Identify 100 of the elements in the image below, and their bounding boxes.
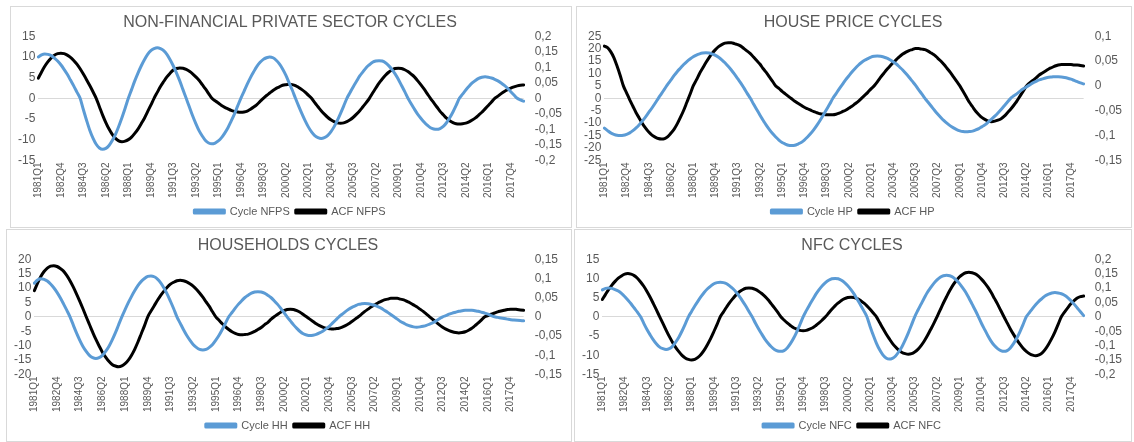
- x-tick-label: 1984Q3: [642, 161, 654, 199]
- x-tick-label: 1986Q2: [663, 375, 675, 413]
- x-tick-label: 2005Q3: [909, 161, 921, 199]
- x-tick-label: 2014Q2: [1020, 375, 1032, 413]
- y-tick-label: 20: [17, 251, 32, 266]
- y2-tick-label: -0,05: [1094, 323, 1123, 338]
- x-tick-label: 1986Q2: [99, 161, 111, 199]
- x-tick-label: 2014Q2: [459, 161, 471, 199]
- y-tick-label: -5: [588, 328, 600, 343]
- y-tick-label: 5: [24, 294, 32, 309]
- x-tick-label: 2002Q1: [300, 375, 312, 413]
- y2-tick-label: -0,2: [1094, 366, 1116, 381]
- x-tick-label: 2003Q4: [322, 375, 334, 413]
- y2-tick-label: -0,05: [534, 106, 563, 121]
- x-tick-label: 2007Q2: [369, 161, 381, 199]
- chart-title: NON-FINANCIAL PRIVATE SECTOR CYCLES: [123, 13, 457, 31]
- x-tick-label: 2012Q3: [997, 375, 1009, 413]
- y2-tick-label: 0,15: [1094, 265, 1119, 280]
- x-tick-label: 2009Q1: [392, 161, 404, 199]
- x-tick-label: 2002Q1: [863, 375, 875, 413]
- y2-tick-label: -0,05: [1094, 103, 1123, 118]
- x-tick-label: 2009Q1: [953, 161, 965, 199]
- x-tick-label: 2012Q3: [437, 161, 449, 199]
- x-tick-label: 1995Q1: [775, 161, 787, 199]
- y2-tick-label: 0,1: [1094, 280, 1112, 295]
- y-tick-label: 10: [585, 270, 600, 285]
- y2-tick-label: -0,15: [534, 137, 563, 152]
- x-tick-label: 2003Q4: [324, 161, 336, 199]
- x-tick-label: 1996Q4: [798, 161, 810, 199]
- line-series: [32, 264, 526, 369]
- x-tick-label: 1991Q3: [164, 375, 176, 413]
- x-tick-label: 1988Q1: [122, 161, 134, 199]
- y-tick-label: -10: [14, 337, 32, 352]
- y2-tick-label: 0,15: [534, 44, 559, 59]
- y-tick-label: 20: [587, 40, 602, 55]
- y-tick-label: -10: [18, 132, 36, 147]
- x-tick-label: 1986Q2: [96, 375, 108, 413]
- y2-tick-label: 0,05: [1094, 53, 1119, 68]
- y2-tick-label: 0,05: [534, 289, 559, 304]
- x-tick-label: 2000Q2: [841, 375, 853, 413]
- legend-label: ACF HH: [329, 418, 371, 431]
- y2-tick-label: 0: [534, 309, 542, 324]
- legend-label: ACF NFC: [893, 418, 941, 431]
- y2-tick-label: 0: [1094, 78, 1102, 93]
- x-tick-label: 1993Q2: [752, 375, 764, 413]
- y-tick-label: 5: [594, 78, 602, 93]
- y-tick-label: 5: [592, 289, 600, 304]
- y-tick-label: 10: [21, 49, 36, 64]
- y2-tick-label: 0,05: [1094, 294, 1119, 309]
- line-series: [32, 274, 526, 361]
- chart-title: HOUSEHOLDS CYCLES: [197, 236, 379, 254]
- x-tick-label: 1998Q3: [254, 375, 266, 413]
- x-tick-label: 2000Q2: [277, 375, 289, 413]
- chart-title: HOUSE PRICE CYCLES: [763, 13, 943, 31]
- y2-tick-label: 0,05: [534, 75, 559, 90]
- x-tick-label: 2002Q1: [864, 161, 876, 199]
- x-tick-label: 2010Q4: [975, 375, 987, 413]
- x-tick-label: 2007Q2: [930, 375, 942, 413]
- y2-tick-label: -0,2: [534, 152, 556, 167]
- y2-tick-label: 0,2: [1094, 251, 1112, 266]
- legend-label: Cycle HH: [241, 418, 288, 431]
- y2-tick-label: 0: [1094, 309, 1102, 324]
- x-tick-label: 2016Q1: [1042, 375, 1054, 413]
- y2-tick-label: -0,05: [534, 328, 563, 343]
- legend-label: Cycle HP: [806, 204, 853, 217]
- x-tick-label: 1995Q1: [774, 375, 786, 413]
- x-tick-label: 1989Q4: [141, 375, 153, 413]
- y-tick-label: -15: [14, 352, 32, 367]
- y2-tick-label: 0,1: [534, 270, 552, 285]
- y2-tick-label: -0,15: [1094, 352, 1123, 367]
- x-tick-label: 2007Q2: [368, 375, 380, 413]
- x-tick-label: 1982Q4: [50, 375, 62, 413]
- y-tick-label: 0: [28, 90, 36, 105]
- y-tick-label: 5: [28, 69, 36, 84]
- y-tick-label: 0: [24, 309, 32, 324]
- x-tick-label: 1984Q3: [77, 161, 89, 199]
- line-series: [602, 51, 1086, 148]
- y2-tick-label: 0: [534, 90, 542, 105]
- y2-tick-label: 0,2: [534, 28, 552, 43]
- x-tick-label: 2016Q1: [1042, 161, 1054, 199]
- y-tick-label: 15: [17, 265, 32, 280]
- y-tick-label: -5: [590, 103, 602, 118]
- x-tick-label: 2016Q1: [482, 161, 494, 199]
- x-tick-label: 2005Q3: [345, 375, 357, 413]
- x-tick-label: 2003Q4: [886, 375, 898, 413]
- y-tick-label: -5: [24, 111, 36, 126]
- y2-tick-label: 0,15: [534, 251, 559, 266]
- y2-tick-label: -0,15: [1094, 152, 1123, 167]
- x-tick-label: 1995Q1: [209, 375, 221, 413]
- y-tick-label: -5: [20, 323, 32, 338]
- x-tick-label: 2005Q3: [347, 161, 359, 199]
- x-tick-label: 1988Q1: [118, 375, 130, 413]
- y-tick-label: 15: [585, 251, 600, 266]
- x-tick-label: 2010Q4: [975, 161, 987, 199]
- x-tick-label: 2017Q4: [504, 375, 516, 413]
- x-tick-label: 2002Q1: [302, 161, 314, 199]
- x-tick-label: 2017Q4: [1064, 161, 1076, 199]
- x-tick-label: 2000Q2: [279, 161, 291, 199]
- x-tick-label: 1995Q1: [212, 161, 224, 199]
- x-tick-label: 1988Q1: [686, 161, 698, 199]
